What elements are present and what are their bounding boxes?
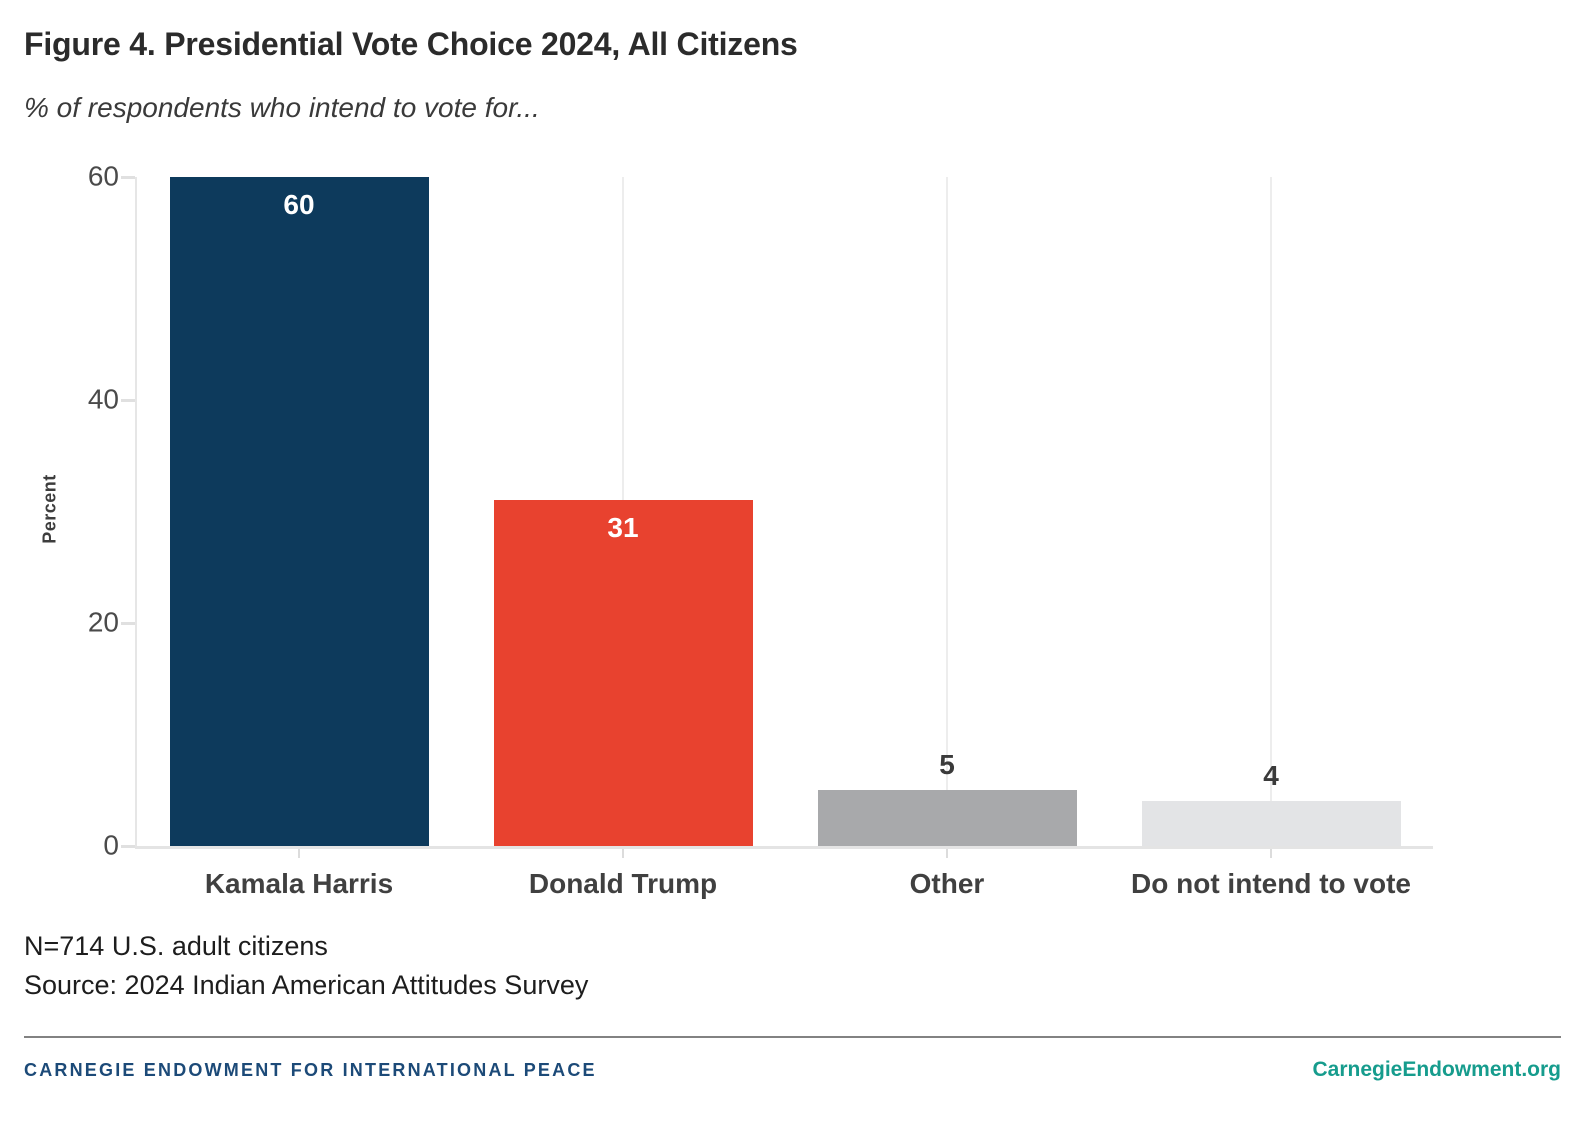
category-label: Do not intend to vote — [1131, 868, 1411, 899]
source-note: Source: 2024 Indian American Attitudes S… — [24, 970, 589, 1000]
y-axis-title: Percent — [39, 474, 60, 544]
y-axis-tick — [121, 176, 135, 179]
bar — [817, 790, 1077, 846]
category-label: Other — [909, 868, 985, 899]
y-axis-line — [135, 177, 137, 848]
x-axis-baseline — [135, 846, 1433, 849]
footer: CARNEGIE ENDOWMENT FOR INTERNATIONAL PEA… — [24, 1058, 1561, 1082]
footer-site-link[interactable]: CarnegieEndowment.org — [1312, 1058, 1561, 1081]
bar-value-label: 5 — [939, 749, 955, 780]
bar-value-label: 4 — [1263, 760, 1279, 791]
chart-subtitle: % of respondents who intend to vote for.… — [24, 92, 540, 123]
y-axis-tick — [121, 622, 135, 625]
bar — [1141, 801, 1401, 846]
bar — [493, 500, 753, 846]
category-tick — [1270, 849, 1272, 858]
y-tick-label: 0 — [103, 829, 119, 861]
category-tick — [622, 849, 624, 858]
y-tick-label: 20 — [87, 606, 119, 638]
category-label: Kamala Harris — [204, 868, 394, 899]
bar-value-label: 31 — [607, 512, 639, 543]
category-tick — [946, 849, 948, 858]
category-label: Donald Trump — [528, 868, 718, 899]
chart-title: Figure 4. Presidential Vote Choice 2024,… — [24, 26, 798, 62]
footer-divider — [24, 1036, 1561, 1038]
y-axis-tick — [121, 399, 135, 402]
footer-org-name: CARNEGIE ENDOWMENT FOR INTERNATIONAL PEA… — [24, 1059, 597, 1080]
bar-value-label: 60 — [283, 189, 315, 220]
y-tick-label: 40 — [87, 383, 119, 415]
category-tick — [298, 849, 300, 858]
bar — [169, 177, 429, 846]
category-gridline — [1270, 177, 1272, 846]
y-axis-tick — [121, 845, 135, 848]
chart-notes: N=714 U.S. adult citizens Source: 2024 I… — [24, 927, 588, 1005]
category-gridline — [946, 177, 948, 846]
bar-chart-plot: 0 20 40 60 60 Kamala Harris 31 Donald Trump 5 Oth… — [88, 160, 1433, 899]
sample-size-note: N=714 U.S. adult citizens — [24, 931, 328, 961]
y-tick-label: 60 — [87, 160, 119, 192]
